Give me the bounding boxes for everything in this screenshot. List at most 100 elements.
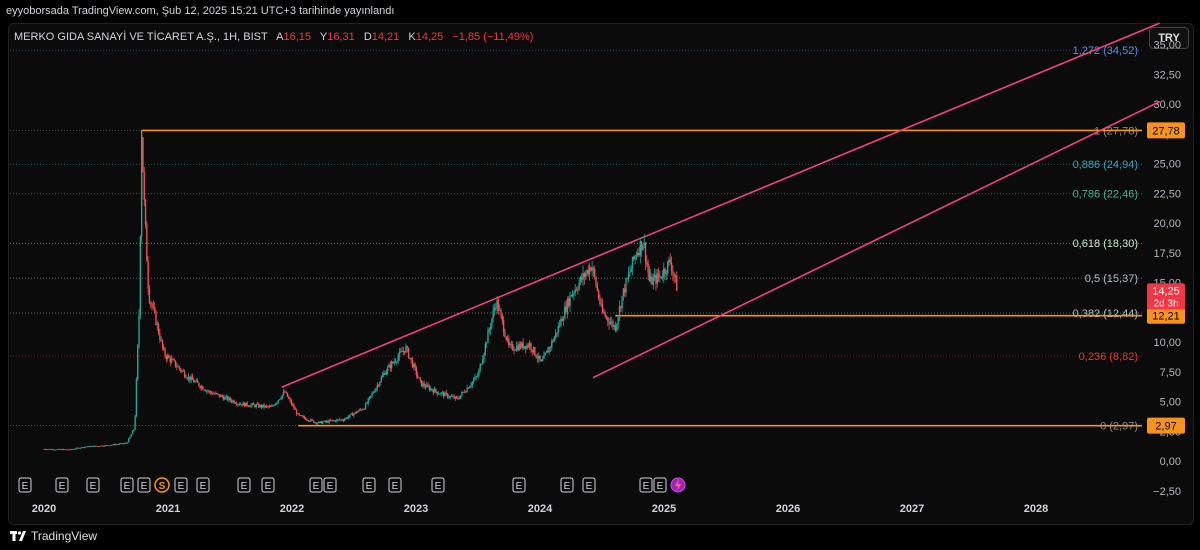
candle-body bbox=[297, 413, 299, 415]
candle-body bbox=[566, 299, 569, 313]
candle-body bbox=[250, 404, 252, 407]
candle-body bbox=[346, 417, 349, 419]
candle-body bbox=[92, 445, 95, 447]
candle-body bbox=[237, 404, 239, 405]
candle-body bbox=[105, 445, 108, 447]
candle-body bbox=[640, 241, 643, 251]
candle-body bbox=[291, 404, 294, 406]
earnings-event-icon bbox=[261, 477, 275, 493]
candle-body bbox=[480, 364, 483, 365]
candle-body bbox=[238, 404, 240, 405]
candle-body bbox=[515, 345, 518, 350]
candle-body bbox=[573, 292, 575, 294]
candle-body bbox=[140, 137, 143, 237]
price-chart[interactable]: 1,272 (34,52) 1 (27,78) 0,886 (24,94) 0,786… bbox=[0, 0, 1200, 525]
candle-body bbox=[428, 386, 431, 390]
candle-body bbox=[463, 391, 466, 393]
candle-body bbox=[342, 420, 345, 421]
candle-body bbox=[359, 409, 362, 411]
candle-body bbox=[340, 419, 342, 421]
candle-body bbox=[303, 416, 306, 419]
candle-body bbox=[116, 444, 118, 446]
candle-body bbox=[600, 303, 602, 305]
candle-body bbox=[534, 347, 536, 356]
candle-body bbox=[500, 310, 502, 315]
candle-body bbox=[558, 325, 561, 327]
fib-label: 0,5 (15,37) bbox=[1085, 273, 1138, 285]
candle-body bbox=[569, 295, 571, 306]
candle-body bbox=[504, 332, 506, 337]
x-tick-label: 2025 bbox=[652, 503, 676, 515]
candle-body bbox=[111, 444, 113, 446]
candle-body bbox=[51, 449, 53, 451]
candle-body bbox=[409, 357, 411, 359]
candle-body bbox=[241, 404, 243, 406]
candle-body bbox=[462, 391, 464, 393]
horizontal-level-value: 27,78 bbox=[1152, 125, 1180, 137]
earnings-event-label: E bbox=[22, 481, 29, 492]
y-tick-label: 10,00 bbox=[1153, 337, 1181, 349]
candle-body bbox=[353, 413, 355, 416]
candle-body bbox=[418, 376, 420, 378]
earnings-event-icon bbox=[237, 477, 251, 493]
candle-body bbox=[278, 399, 281, 401]
earnings-event-label: E bbox=[392, 481, 399, 492]
candle-body bbox=[626, 278, 628, 279]
chart-panel[interactable] bbox=[8, 23, 1194, 525]
candle-body bbox=[177, 366, 179, 368]
y-tick-label: 22,50 bbox=[1153, 188, 1181, 200]
candle-body bbox=[377, 384, 380, 386]
candle-body bbox=[437, 393, 440, 395]
candle-body bbox=[590, 267, 592, 271]
fib-label: 1,272 (34,52) bbox=[1073, 45, 1138, 57]
currency-button[interactable]: TRY bbox=[1149, 27, 1189, 49]
candle-body bbox=[514, 349, 517, 351]
candle-body bbox=[618, 306, 621, 318]
candle-body bbox=[264, 405, 267, 408]
candle-body bbox=[221, 395, 224, 397]
candle-body bbox=[164, 349, 166, 357]
candle-body bbox=[446, 393, 449, 398]
candle-body bbox=[56, 449, 58, 451]
candle-body bbox=[206, 390, 208, 392]
candle-body bbox=[186, 377, 188, 379]
candle-body bbox=[583, 272, 586, 277]
candle-body bbox=[262, 404, 264, 408]
candle-body bbox=[579, 276, 582, 283]
earnings-event-icon bbox=[512, 477, 526, 493]
earnings-event-label: E bbox=[90, 481, 97, 492]
earnings-event-label: E bbox=[200, 481, 207, 492]
candle-body bbox=[478, 370, 480, 377]
y-tick-label: −2,50 bbox=[1153, 486, 1181, 498]
candle-body bbox=[130, 434, 132, 437]
footer-bar bbox=[0, 525, 1200, 550]
candle-body bbox=[104, 445, 106, 447]
candle-body bbox=[416, 374, 419, 377]
candle-body bbox=[255, 404, 257, 407]
candle-body bbox=[496, 299, 498, 308]
open-value: 16,15 bbox=[283, 31, 312, 43]
candle-body bbox=[142, 137, 144, 172]
candle-body bbox=[107, 445, 109, 447]
candle-body bbox=[634, 255, 636, 260]
fib-label: 0,382 (12,44) bbox=[1073, 308, 1138, 320]
candle-body bbox=[513, 349, 515, 351]
candle-body bbox=[337, 419, 339, 421]
candle-body bbox=[436, 391, 438, 395]
candle-body bbox=[99, 446, 101, 448]
candle-body bbox=[174, 360, 177, 367]
candle-body bbox=[506, 338, 509, 340]
earnings-event-label: E bbox=[586, 481, 593, 492]
candle-body bbox=[398, 351, 401, 357]
candle-body bbox=[351, 413, 354, 416]
candle-body bbox=[547, 350, 549, 353]
candle-body bbox=[401, 351, 403, 353]
candle-body bbox=[574, 289, 576, 293]
candle-body bbox=[387, 367, 389, 372]
x-tick-label: 2024 bbox=[528, 503, 553, 515]
candle-body bbox=[568, 299, 570, 306]
candle-body bbox=[403, 350, 406, 353]
candle-body bbox=[431, 388, 433, 391]
candle-body bbox=[310, 419, 312, 422]
candle-body bbox=[530, 343, 532, 350]
